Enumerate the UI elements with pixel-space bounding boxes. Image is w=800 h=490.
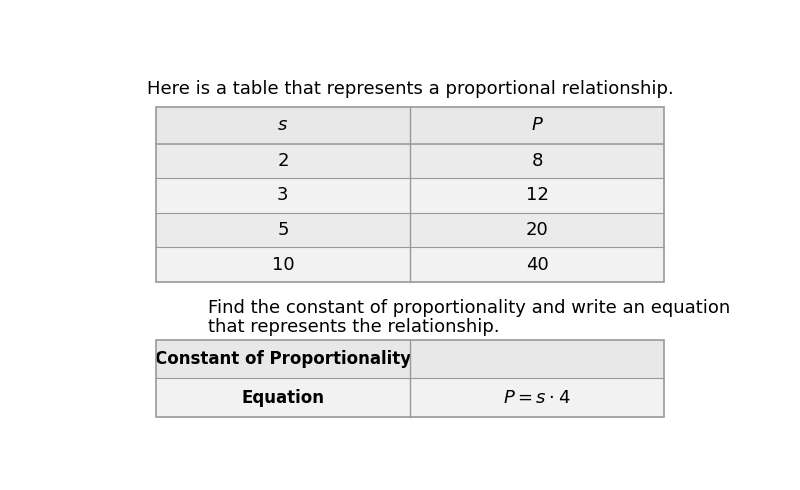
Text: that represents the relationship.: that represents the relationship. [209, 318, 500, 336]
Bar [156, 247, 664, 282]
Text: $P = s \cdot 4$: $P = s \cdot 4$ [503, 389, 571, 407]
Text: Equation: Equation [242, 389, 325, 407]
Text: P: P [532, 117, 542, 134]
Text: Constant of Proportionality: Constant of Proportionality [155, 350, 411, 368]
Text: Here is a table that represents a proportional relationship.: Here is a table that represents a propor… [146, 80, 674, 98]
Bar [156, 178, 664, 213]
Text: 20: 20 [526, 221, 549, 239]
Text: 12: 12 [526, 187, 549, 204]
Bar [156, 378, 664, 417]
Bar [156, 340, 664, 378]
Text: 3: 3 [277, 187, 289, 204]
Bar [156, 107, 664, 144]
Bar [156, 107, 664, 282]
Text: 10: 10 [271, 256, 294, 274]
Text: 5: 5 [277, 221, 289, 239]
Text: s: s [278, 117, 287, 134]
Text: Find the constant of proportionality and write an equation: Find the constant of proportionality and… [209, 299, 730, 317]
Text: 2: 2 [277, 152, 289, 170]
Bar [156, 213, 664, 247]
Bar [156, 144, 664, 178]
Text: 40: 40 [526, 256, 549, 274]
Text: 8: 8 [531, 152, 542, 170]
Bar [156, 340, 664, 417]
